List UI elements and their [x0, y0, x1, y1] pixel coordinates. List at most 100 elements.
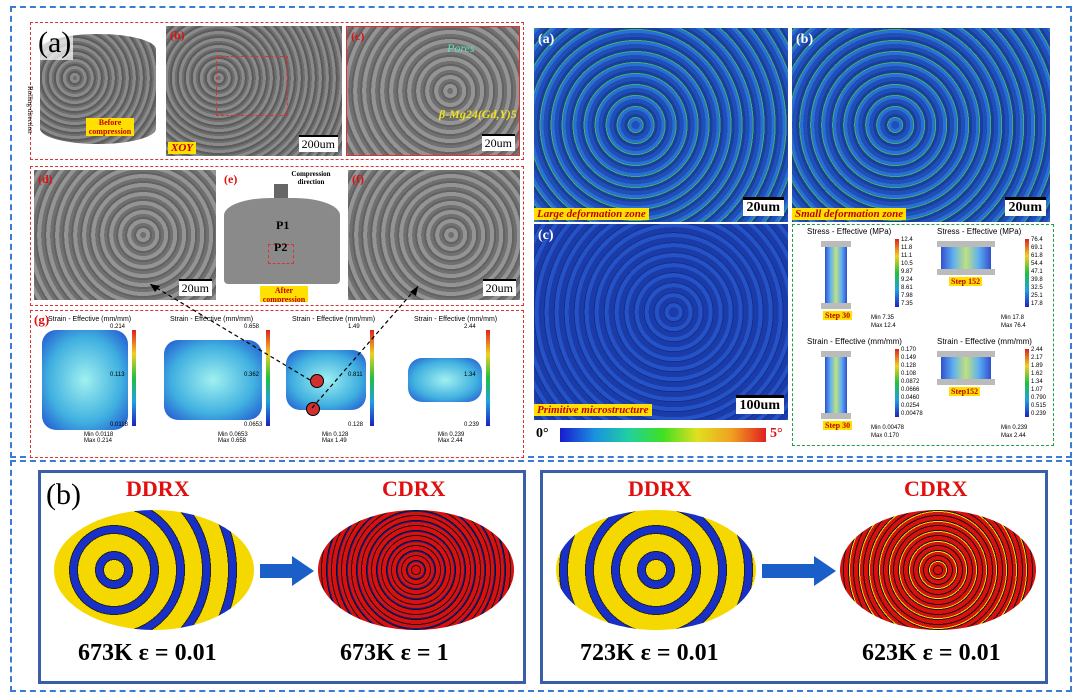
sim-colorbar [370, 330, 374, 426]
right-sim-tick: 10.5 [901, 261, 913, 267]
p1-label: P1 [276, 218, 290, 232]
sim-minmax: Min 0.0653 Max 0.658 [218, 432, 248, 444]
right-sim-tick: 7.98 [901, 293, 913, 299]
p1-sem-image: (d) 20um [34, 170, 216, 300]
ddrx-title: DDRX [126, 476, 190, 501]
pores-label: Pores [447, 41, 475, 55]
ddrx-condition: 723K ε = 0.01 [580, 640, 719, 666]
right-sim-min: Min 7.35 [871, 315, 895, 321]
right-sim-tick: 17.8 [1031, 301, 1043, 307]
sim-tick-min: 0.0118 [110, 422, 128, 428]
sim-title: Strain - Effective (mm/mm) [414, 316, 498, 323]
stress-strain-grid: Stress - Effective (MPa) Step 30 12.4 11.8 1… [792, 224, 1054, 446]
xoy-sem-image: (b) XOY 200um [166, 26, 342, 156]
sim-tick-mid: 0.113 [110, 372, 125, 378]
misorientation-colorbar [560, 428, 766, 442]
right-sim-tick: 9.87 [901, 269, 913, 275]
sim-body [42, 330, 128, 430]
xoy-tag: XOY [168, 142, 196, 154]
strain-sim-1: Strain - Effective (mm/mm) 0.214 0.113 0.01… [40, 316, 156, 456]
platen-bottom [937, 379, 995, 385]
right-sim-colorbar [1025, 349, 1029, 417]
right-sim-tick: 2.17 [1031, 355, 1043, 361]
before-compression-tag: Before compression [86, 118, 134, 136]
cdrx-title: CDRX [904, 476, 968, 501]
right-sim-tick: 1.07 [1031, 387, 1043, 393]
right-sim-tick: 69.1 [1031, 245, 1043, 251]
sim-colorbar [486, 330, 490, 426]
panel-label-a: (a) [36, 26, 74, 60]
right-sim-tick: 0.170 [901, 347, 917, 353]
step-tag: Step 30 [823, 421, 853, 430]
sim-title: Strain - Effective (mm/mm) [170, 316, 254, 323]
right-sim-tick: 11.8 [901, 245, 913, 251]
right-sim-tick: 1.89 [1031, 363, 1043, 369]
platen-top [821, 351, 851, 357]
right-sim-max: Max 2.44 [1001, 433, 1026, 439]
sim-tick-min: 0.128 [348, 422, 364, 428]
sim-tick-max: 0.658 [244, 324, 260, 330]
group-box-2 [540, 470, 1048, 684]
right-sim-2: Stress - Effective (MPa) Step 152 76.4 69.1… [923, 225, 1051, 333]
platen-bottom [821, 303, 851, 309]
large-zone-tag: Large deformation zone [534, 208, 649, 220]
right-sim-tick: 12.4 [901, 237, 913, 243]
right-sim-tick: 54.4 [1031, 261, 1043, 267]
right-sim-tick: 9.24 [901, 277, 913, 283]
right-sim-title: Stress - Effective (MPa) [937, 227, 1022, 236]
sim-minmax: Min 0.0118 Max 0.214 [84, 432, 114, 444]
sim-minmax: Min 0.239 Max 2.44 [438, 432, 465, 444]
right-sim-3: Strain - Effective (mm/mm) Step 30 0.170 0.… [793, 335, 923, 443]
right-sim-tick: 32.5 [1031, 285, 1043, 291]
right-sim-min: Min 17.8 [1001, 315, 1025, 321]
compression-direction-label: Compression direction [291, 170, 331, 186]
right-sim-4: Strain - Effective (mm/mm) Step152 2.44 2.1… [923, 335, 1051, 443]
sim-title: Strain - Effective (mm/mm) [48, 316, 132, 323]
small-zone-tag: Small deformation zone [792, 208, 907, 220]
sim-colorbar [266, 330, 270, 426]
right-sim-max: Max 12.4 [871, 323, 896, 329]
platen-top [937, 351, 995, 357]
right-sim-title: Stress - Effective (MPa) [807, 227, 892, 236]
right-sim-tick: 8.61 [901, 285, 913, 291]
outer-frame-bottom [10, 460, 1072, 692]
right-sim-title: Strain - Effective (mm/mm) [807, 337, 902, 346]
specimen [941, 357, 991, 379]
right-sim-tick: 0.239 [1031, 411, 1047, 417]
ddrx-condition: 673K ε = 0.01 [78, 640, 217, 666]
after-compression-image: (e) Compression direction P1 P2 After co… [220, 170, 344, 302]
colorbar-min-label: 0° [536, 426, 549, 441]
step-tag: Step 30 [823, 311, 853, 320]
strain-simulations: Strain - Effective (mm/mm) 0.214 0.113 0.01… [30, 310, 524, 458]
panel-label-b: (b) [46, 478, 81, 511]
specimen [825, 247, 847, 303]
right-sim-tick: 0.0666 [901, 387, 920, 393]
colorbar-max-label: 5° [770, 426, 783, 441]
right-sim-min: Min 0.239 [1001, 425, 1028, 431]
right-sim-tick: 11.1 [901, 253, 913, 259]
sim-tick-max: 2.44 [464, 324, 476, 330]
sim-tick-mid: 0.362 [244, 372, 260, 378]
p2-label: P2 [274, 240, 288, 254]
right-sim-tick: 0.149 [901, 355, 917, 361]
p1-marker [310, 374, 324, 388]
phase-label: β-Mg24(Gd,Y)5 [439, 107, 517, 121]
cdrx-title: CDRX [382, 476, 446, 501]
sim-minmax: Min 0.128 Max 1.49 [322, 432, 349, 444]
right-sim-max: Max 76.4 [1001, 323, 1026, 329]
cdrx-condition: 623K ε = 0.01 [862, 640, 1001, 666]
right-sim-tick: 0.00478 [901, 411, 923, 417]
right-sim-1: Stress - Effective (MPa) Step 30 12.4 11.8 1… [793, 225, 921, 333]
cdrx-grain-map [318, 510, 514, 630]
ddrx-title: DDRX [628, 476, 692, 501]
specimen [941, 247, 991, 269]
sim-title: Strain - Effective (mm/mm) [292, 316, 376, 323]
right-sim-tick: 7.35 [901, 301, 913, 307]
strain-sim-3: Strain - Effective (mm/mm) 1.49 0.811 0.128… [284, 316, 400, 456]
sim-tick-max: 0.214 [110, 324, 126, 330]
subfigure-a: Before compression Rolling direction (a)… [26, 22, 526, 458]
right-sim-tick: 25.1 [1031, 293, 1043, 299]
right-sim-tick: 1.34 [1031, 379, 1043, 385]
strain-sim-2: Strain - Effective (mm/mm) 0.658 0.362 0.06… [162, 316, 278, 456]
sim-tick-mid: 0.811 [348, 372, 363, 378]
